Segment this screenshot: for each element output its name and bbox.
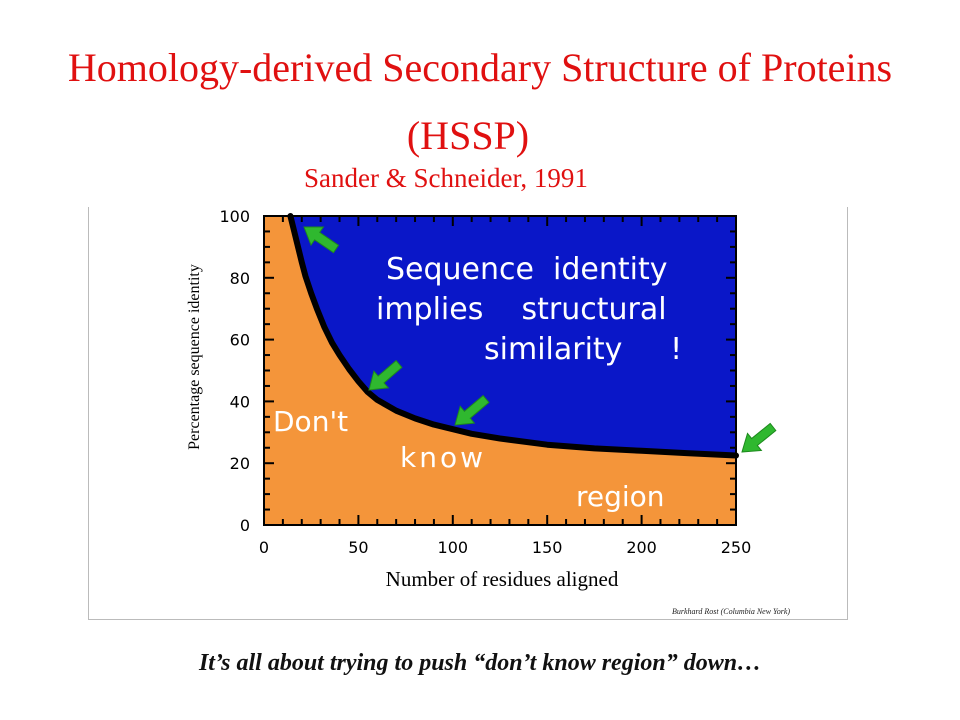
slide-title-acronym: (HSSP) [406,113,530,158]
slide-footer-caption: It’s all about trying to push “don’t kno… [198,650,762,676]
y-axis-label: Percentage sequence identity [186,264,203,450]
x-tick-label: 150 [532,538,563,557]
slide-title: Homology-derived Secondary Structure of … [67,45,893,90]
green-arrow-icon [368,359,403,391]
lower-region-text-region: region [576,480,665,513]
x-tick-label: 100 [438,538,469,557]
green-arrow-icon [303,226,340,254]
image-credit: Burkhard Rost (Columbia New York) [672,607,791,616]
upper-region-text-line3: similarity ! [484,332,682,367]
y-tick-label: 100 [219,207,250,226]
green-arrow-icon [454,394,490,426]
y-tick-label: 60 [230,331,250,350]
y-tick-label: 40 [230,392,250,411]
axis-tick-labels: 0 50 100 150 200 250 0 20 40 60 80 100 [219,207,751,557]
axis-ticks [263,215,737,526]
lower-region-text-know: know [400,441,486,474]
figure-frame [88,207,848,620]
x-tick-label: 250 [721,538,752,557]
y-tick-label: 80 [230,269,250,288]
upper-region-text-line2: implies structural [376,292,667,327]
x-tick-label: 50 [348,538,368,557]
x-tick-label: 200 [626,538,657,557]
upper-region-area [290,216,736,456]
x-axis-label: Number of residues aligned [386,567,619,591]
lower-region-area [264,216,736,525]
slide-subtitle: Sander & Schneider, 1991 [304,163,588,193]
y-tick-label: 0 [240,516,250,535]
arrow-group [303,226,777,453]
upper-region-text-line1: Sequence identity [386,252,668,287]
y-tick-label: 20 [230,454,250,473]
x-tick-label: 0 [259,538,269,557]
lower-region-text-dont: Don't [273,405,348,438]
green-arrow-icon [741,422,777,453]
hssp-threshold-curve [287,213,739,459]
